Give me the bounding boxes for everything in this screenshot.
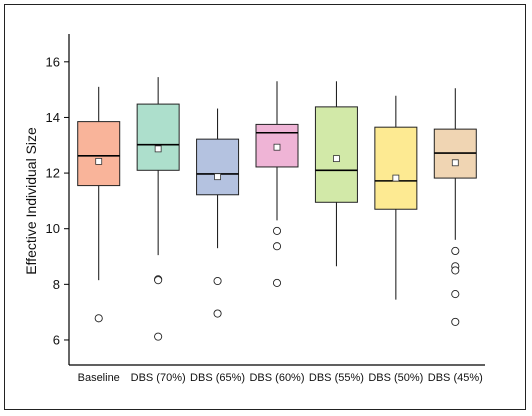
mean-marker (214, 173, 221, 181)
box-iqr (374, 126, 418, 210)
x-category-label: Baseline (78, 372, 120, 384)
x-category-label: DBS (65%) (190, 372, 245, 384)
outlier-point (213, 276, 222, 286)
mean-marker (273, 143, 281, 151)
outlier-point (154, 276, 163, 285)
plot-area: 6 8 10 12 14 16 Baseline DBS (70%) DBS (65%) DBS … (46, 34, 485, 384)
outlier-point (272, 278, 282, 287)
x-category-label: DBS (70%) (131, 372, 186, 384)
mean-marker (333, 155, 340, 163)
y-tick-label: 8 (53, 277, 60, 292)
box-iqr (255, 123, 299, 168)
x-category-label: DBS (50%) (368, 372, 423, 384)
mean-marker (95, 157, 103, 165)
x-category-label: DBS (45%) (428, 372, 483, 384)
mean-marker (392, 174, 400, 182)
y-tick-label: 12 (46, 166, 60, 181)
box-iqr (196, 138, 240, 196)
figure-frame (4, 4, 526, 410)
mean-marker (451, 159, 459, 167)
box-iqr (314, 106, 358, 203)
outlier-point (451, 290, 460, 299)
mean-marker (154, 145, 162, 153)
x-category-label: DBS (55%) (309, 372, 364, 384)
outlier-point (451, 266, 460, 275)
y-tick-label: 6 (53, 332, 60, 347)
outlier-point (451, 246, 460, 256)
y-tick-label: 14 (46, 110, 60, 125)
outlier-point (272, 226, 282, 235)
y-axis-title: Effective Individual Size (23, 127, 39, 275)
outlier-point (272, 242, 282, 251)
outlier-point (451, 317, 460, 326)
box-iqr (77, 121, 121, 187)
y-tick-label: 16 (46, 54, 60, 69)
box-iqr (136, 103, 180, 171)
outlier-point (213, 309, 222, 318)
x-category-label: DBS (60%) (249, 372, 304, 384)
outlier-point (94, 314, 103, 323)
outlier-point (154, 332, 163, 341)
y-tick-label: 10 (46, 221, 60, 236)
